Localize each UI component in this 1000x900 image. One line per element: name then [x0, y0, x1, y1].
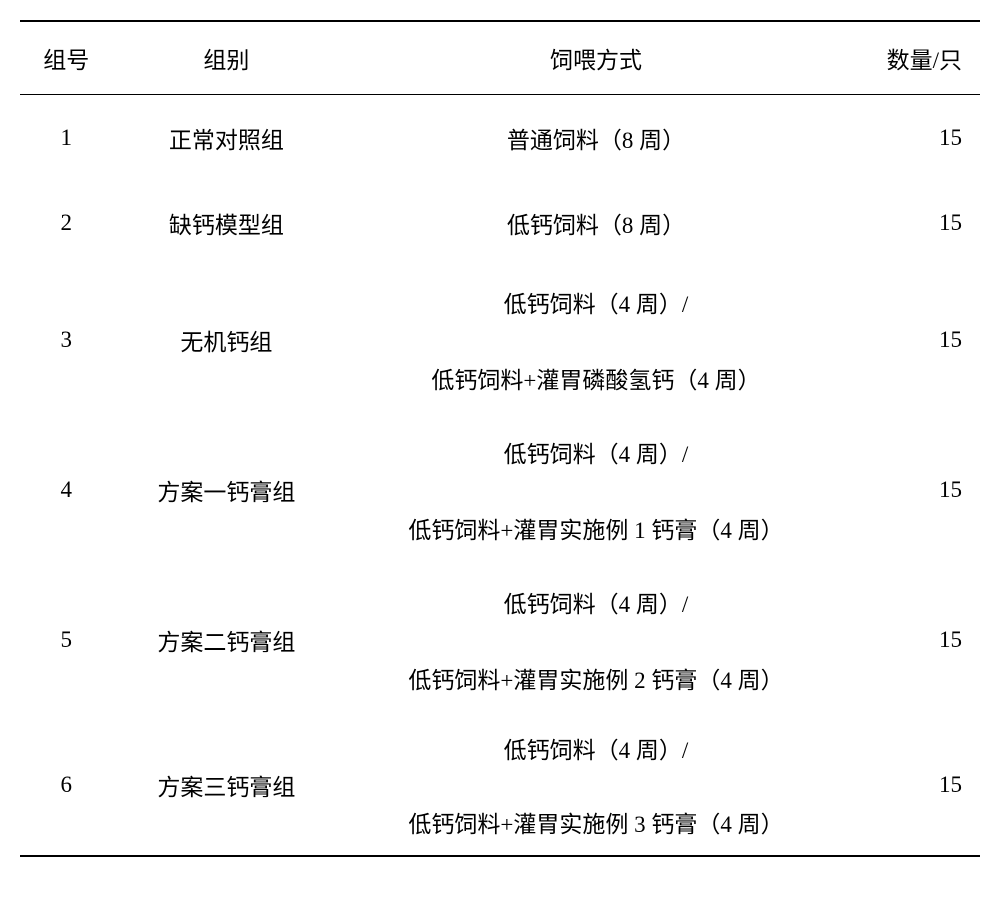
header-qty: 数量/只 — [846, 21, 980, 95]
cell-qty: 15 — [846, 415, 980, 565]
cell-group: 方案一钙膏组 — [106, 415, 346, 565]
cell-no: 2 — [20, 180, 106, 265]
cell-group: 正常对照组 — [106, 95, 346, 181]
cell-no: 4 — [20, 415, 106, 565]
cell-feed: 低钙饲料（4 周）/ 低钙饲料+灌胃实施例 3 钙膏（4 周） — [346, 715, 845, 856]
cell-feed: 低钙饲料（4 周）/ 低钙饲料+灌胃实施例 2 钙膏（4 周） — [346, 565, 845, 715]
header-feed: 饲喂方式 — [346, 21, 845, 95]
header-group: 组别 — [106, 21, 346, 95]
cell-feed: 低钙饲料（4 周）/ 低钙饲料+灌胃磷酸氢钙（4 周） — [346, 265, 845, 415]
cell-feed-line1: 低钙饲料（4 周）/ — [352, 435, 839, 469]
cell-qty: 15 — [846, 265, 980, 415]
table-head: 组号 组别 饲喂方式 数量/只 — [20, 21, 980, 95]
header-no: 组号 — [20, 21, 106, 95]
cell-no: 1 — [20, 95, 106, 181]
table-body: 1 正常对照组 普通饲料（8 周） 15 2 缺钙模型组 低钙饲料（8 周） 1… — [20, 95, 980, 857]
cell-feed-line2: 低钙饲料+灌胃磷酸氢钙（4 周） — [352, 361, 839, 395]
cell-no: 3 — [20, 265, 106, 415]
cell-no: 6 — [20, 715, 106, 856]
table-row: 2 缺钙模型组 低钙饲料（8 周） 15 — [20, 180, 980, 265]
cell-no: 5 — [20, 565, 106, 715]
cell-qty: 15 — [846, 565, 980, 715]
cell-feed-line2: 低钙饲料+灌胃实施例 3 钙膏（4 周） — [352, 805, 839, 839]
cell-feed: 低钙饲料（8 周） — [346, 180, 845, 265]
cell-qty: 15 — [846, 95, 980, 181]
table-row: 4 方案一钙膏组 低钙饲料（4 周）/ 低钙饲料+灌胃实施例 1 钙膏（4 周）… — [20, 415, 980, 565]
table-row: 6 方案三钙膏组 低钙饲料（4 周）/ 低钙饲料+灌胃实施例 3 钙膏（4 周）… — [20, 715, 980, 856]
cell-qty: 15 — [846, 180, 980, 265]
cell-feed-line2: 低钙饲料+灌胃实施例 2 钙膏（4 周） — [352, 661, 839, 695]
cell-feed-line1: 低钙饲料（4 周）/ — [352, 285, 839, 319]
cell-feed-line1: 低钙饲料（4 周）/ — [352, 585, 839, 619]
cell-qty: 15 — [846, 715, 980, 856]
cell-group: 方案二钙膏组 — [106, 565, 346, 715]
table-row: 5 方案二钙膏组 低钙饲料（4 周）/ 低钙饲料+灌胃实施例 2 钙膏（4 周）… — [20, 565, 980, 715]
cell-feed: 普通饲料（8 周） — [346, 95, 845, 181]
experiment-groups-table: 组号 组别 饲喂方式 数量/只 1 正常对照组 普通饲料（8 周） 15 2 缺… — [20, 20, 980, 857]
cell-group: 方案三钙膏组 — [106, 715, 346, 856]
cell-feed-line1: 低钙饲料（4 周）/ — [352, 731, 839, 765]
table-row: 1 正常对照组 普通饲料（8 周） 15 — [20, 95, 980, 181]
table: 组号 组别 饲喂方式 数量/只 1 正常对照组 普通饲料（8 周） 15 2 缺… — [20, 20, 980, 857]
cell-feed: 低钙饲料（4 周）/ 低钙饲料+灌胃实施例 1 钙膏（4 周） — [346, 415, 845, 565]
cell-feed-line2: 低钙饲料+灌胃实施例 1 钙膏（4 周） — [352, 511, 839, 545]
header-row: 组号 组别 饲喂方式 数量/只 — [20, 21, 980, 95]
cell-group: 缺钙模型组 — [106, 180, 346, 265]
table-row: 3 无机钙组 低钙饲料（4 周）/ 低钙饲料+灌胃磷酸氢钙（4 周） 15 — [20, 265, 980, 415]
cell-group: 无机钙组 — [106, 265, 346, 415]
